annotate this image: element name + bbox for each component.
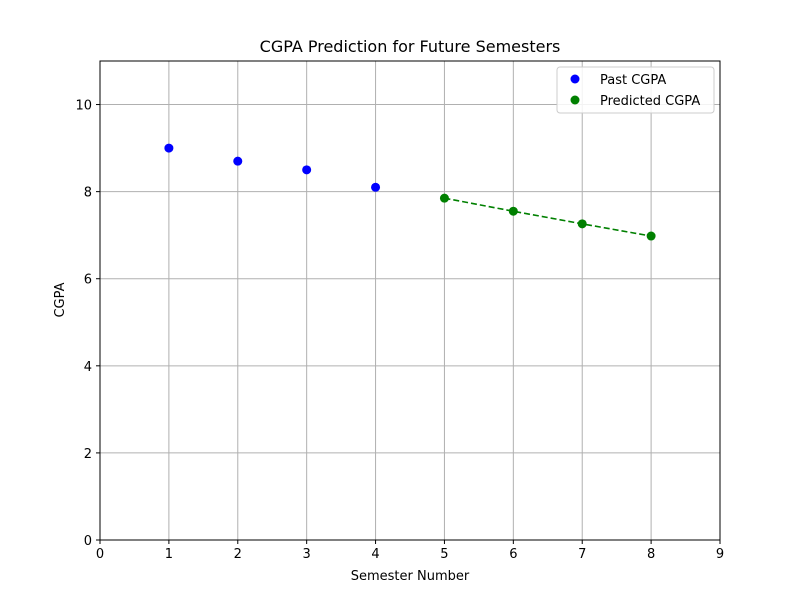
y-axis-label: CGPA bbox=[53, 282, 68, 317]
x-tick-label: 9 bbox=[716, 547, 724, 562]
plot-frame bbox=[99, 60, 721, 541]
y-tick-label: 4 bbox=[84, 360, 92, 375]
axis-ticks: 0 1 2 3 4 5 6 7 8 9 0 2 4 6 8 10 bbox=[75, 99, 724, 562]
legend-label: Past CGPA bbox=[600, 73, 666, 88]
y-tick-label: 6 bbox=[84, 273, 92, 288]
y-tick-label: 0 bbox=[84, 534, 92, 549]
data-point-1 bbox=[577, 219, 587, 229]
x-tick-label: 5 bbox=[440, 547, 448, 562]
series-line-1 bbox=[444, 197, 652, 237]
data-point-0 bbox=[233, 156, 243, 166]
y-tick-label: 10 bbox=[75, 99, 92, 114]
data-point-0 bbox=[164, 143, 174, 153]
data-point-0 bbox=[302, 165, 312, 175]
y-tick-label: 2 bbox=[84, 447, 92, 462]
data-point-1 bbox=[439, 193, 449, 203]
x-tick-label: 1 bbox=[165, 547, 173, 562]
data-point-1 bbox=[508, 206, 518, 216]
x-tick-label: 6 bbox=[509, 547, 517, 562]
x-tick-label: 2 bbox=[234, 547, 242, 562]
x-tick-label: 4 bbox=[371, 547, 379, 562]
legend-marker bbox=[570, 74, 580, 84]
x-tick-label: 8 bbox=[647, 547, 655, 562]
grid-lines bbox=[99, 61, 721, 541]
chart-title: CGPA Prediction for Future Semesters bbox=[260, 37, 561, 56]
legend-marker bbox=[570, 95, 580, 105]
y-tick-label: 8 bbox=[84, 186, 92, 201]
data-point-1 bbox=[646, 231, 656, 241]
x-tick-label: 0 bbox=[96, 547, 104, 562]
x-tick-label: 3 bbox=[303, 547, 311, 562]
legend-label: Predicted CGPA bbox=[600, 94, 700, 109]
legend-box bbox=[556, 66, 715, 114]
data-series bbox=[164, 143, 656, 241]
legend: Past CGPA Predicted CGPA bbox=[556, 66, 715, 114]
x-tick-label: 7 bbox=[578, 547, 586, 562]
x-axis-label: Semester Number bbox=[351, 569, 470, 584]
data-point-0 bbox=[371, 182, 381, 192]
